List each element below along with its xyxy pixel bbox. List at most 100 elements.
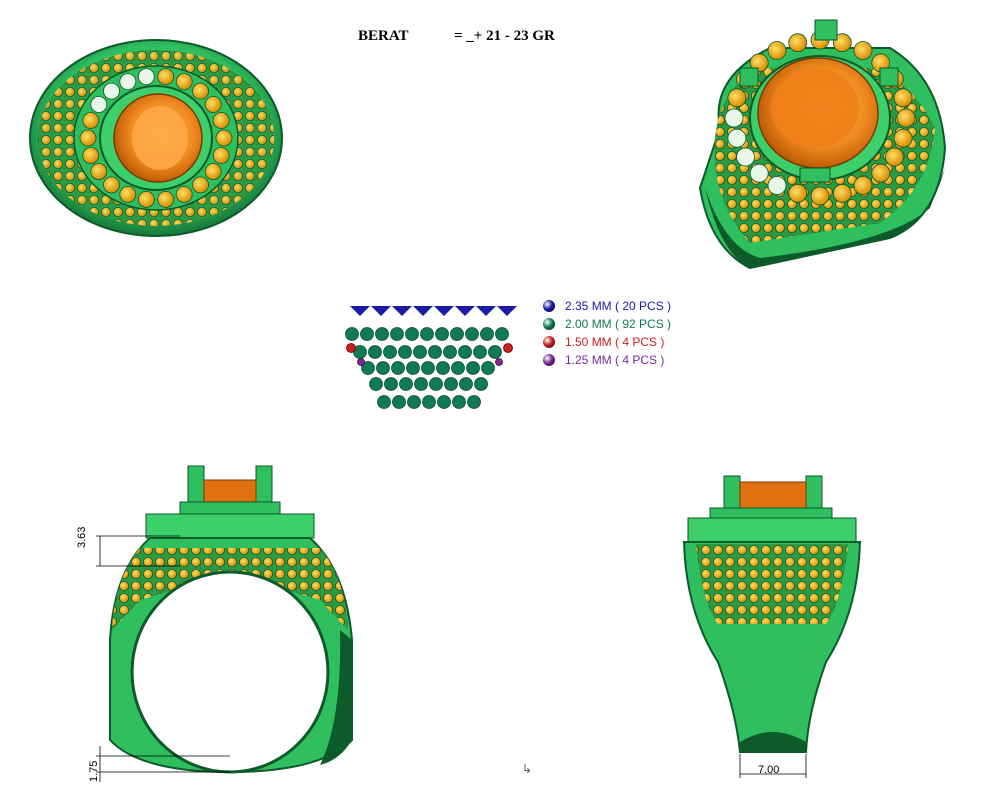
halo-stone [137, 68, 155, 85]
stone-layout-diagram [345, 306, 517, 409]
stone-2-00mm [465, 327, 479, 341]
stone-2-00mm [368, 345, 382, 359]
stone-2-00mm [466, 361, 480, 375]
stone-2-35mm [413, 306, 433, 316]
halo-stone [749, 53, 769, 73]
ring-side-view [682, 475, 862, 778]
halo-stone [82, 112, 100, 129]
stone-2-00mm [422, 395, 436, 409]
stone-2-00mm [376, 361, 390, 375]
stone-2-35mm [497, 306, 517, 316]
halo-stone [896, 108, 916, 128]
halo-stone [82, 147, 100, 164]
legend-label: 2.35 MM ( 20 PCS ) [565, 299, 672, 313]
halo-stone [893, 128, 913, 148]
stone-2-00mm [443, 345, 457, 359]
ring-front-view [96, 465, 353, 782]
halo-stone [175, 73, 193, 90]
stone-2-00mm [458, 345, 472, 359]
legend-item: 1.25 MM ( 4 PCS ) [543, 352, 664, 368]
halo-stone [212, 112, 230, 129]
stone-2-00mm [488, 345, 502, 359]
stone-2-00mm [377, 395, 391, 409]
stone-2-35mm [434, 306, 454, 316]
stone-2-00mm [345, 327, 359, 341]
stone-2-35mm [350, 306, 370, 316]
stone-2-00mm [383, 345, 397, 359]
stone-dot-icon [543, 336, 555, 348]
halo-stone [215, 129, 233, 147]
halo-stone [90, 96, 108, 113]
halo-stone [204, 96, 222, 113]
stone-2-00mm [435, 327, 449, 341]
halo-stone [832, 33, 852, 53]
halo-stone [736, 147, 755, 167]
stone-2-00mm [437, 395, 451, 409]
stone-1-50mm [346, 343, 356, 353]
ring-perspective-view [698, 19, 947, 270]
halo-stone [724, 108, 744, 128]
stone-2-35mm [455, 306, 475, 316]
stone-2-00mm [436, 361, 450, 375]
stone-2-00mm [398, 345, 412, 359]
dimension-shank-width: 7.00 [758, 764, 780, 776]
stone-2-00mm [429, 377, 443, 391]
dimension-top-height: 3.63 [76, 526, 88, 548]
halo-stone [79, 129, 97, 147]
stone-2-00mm [481, 361, 495, 375]
halo-stone [119, 73, 137, 90]
stone-2-00mm [369, 377, 383, 391]
stone-2-00mm [444, 377, 458, 391]
stone-2-00mm [473, 345, 487, 359]
halo-stone [853, 176, 873, 195]
stone-2-00mm [375, 327, 389, 341]
halo-stone [788, 33, 808, 53]
halo-stone [103, 176, 120, 194]
halo-stone [810, 186, 830, 206]
stone-2-00mm [428, 345, 442, 359]
stone-2-00mm [406, 361, 420, 375]
weight-value: = _+ 21 - 23 GR [454, 28, 555, 44]
stone-1-50mm [503, 343, 513, 353]
stone-2-00mm [474, 377, 488, 391]
legend-label: 1.25 MM ( 4 PCS ) [565, 353, 665, 367]
ring-top-view [29, 39, 283, 237]
dimension-bottom-thickness: 1.75 [88, 760, 100, 782]
stone-2-00mm [413, 345, 427, 359]
halo-stone [727, 128, 747, 148]
halo-stone [212, 147, 230, 164]
stone-2-00mm [399, 377, 413, 391]
stone-2-00mm [360, 327, 374, 341]
halo-stones [79, 68, 233, 208]
axis-icon: ↳ [522, 762, 533, 776]
stone-2-00mm [450, 327, 464, 341]
stone-2-00mm [480, 327, 494, 341]
halo-stone [103, 82, 120, 100]
stone-dot-icon [543, 354, 555, 366]
stone-2-00mm [495, 327, 509, 341]
stone-2-00mm [467, 395, 481, 409]
halo-stone [853, 41, 873, 60]
halo-stone [871, 163, 891, 183]
halo-stone [893, 88, 913, 108]
stone-1-25mm [357, 358, 365, 366]
stone-1-25mm [495, 358, 503, 366]
stone-2-00mm [414, 377, 428, 391]
legend-item: 1.50 MM ( 4 PCS ) [543, 334, 664, 350]
halo-stone [192, 176, 209, 194]
stone-2-00mm [361, 361, 375, 375]
halo-stone [767, 41, 787, 60]
legend-item: 2.00 MM ( 92 PCS ) [543, 316, 671, 332]
stone-2-00mm [392, 395, 406, 409]
halo-stone [749, 163, 769, 183]
weight-label: BERAT [358, 28, 409, 44]
halo-stone [192, 82, 209, 100]
stone-2-00mm [384, 377, 398, 391]
halo-stone [157, 68, 175, 85]
halo-stone [885, 147, 904, 167]
legend-label: 2.00 MM ( 92 PCS ) [565, 317, 672, 331]
halo-stone [119, 185, 137, 203]
legend-label: 1.50 MM ( 4 PCS ) [565, 335, 665, 349]
halo-stone [727, 88, 747, 108]
halo-stone [157, 190, 175, 208]
